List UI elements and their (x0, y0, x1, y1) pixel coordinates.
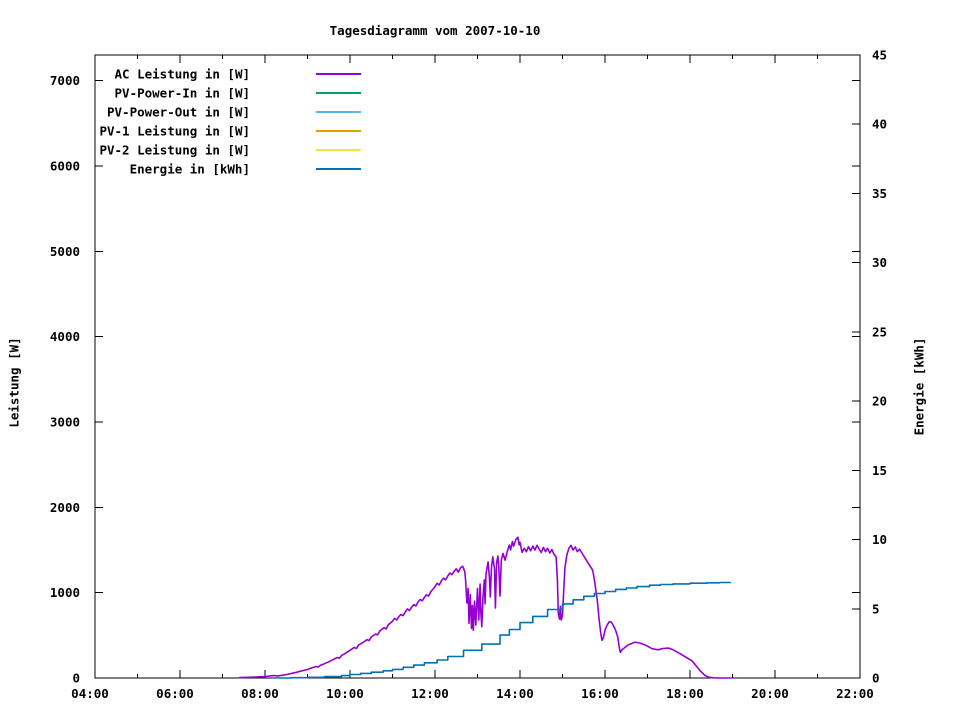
legend-label: AC Leistung in [W] (115, 67, 250, 82)
legend-item: AC Leistung in [W] (115, 67, 361, 82)
y-right-tick-label: 30 (872, 255, 887, 270)
y-left-tick-label: 4000 (50, 329, 80, 344)
x-tick-label: 08:00 (241, 686, 279, 701)
y-left-tick-label: 1000 (50, 585, 80, 600)
y-left-tick-label: 0 (72, 671, 80, 686)
y-right-tick-label: 35 (872, 186, 887, 201)
y-right-tick-label: 20 (872, 394, 887, 409)
legend-item: PV-Power-Out in [W] (107, 105, 361, 120)
y-right-tick-label: 45 (872, 48, 887, 63)
legend: AC Leistung in [W] PV-Power-In in [W] PV-P… (99, 67, 361, 177)
x-tick-label: 10:00 (326, 686, 364, 701)
y-left-ticks: 0 1000 2000 3000 4000 5000 6000 7000 (50, 73, 860, 686)
chart-title: Tagesdiagramm vom 2007-10-10 (329, 23, 541, 38)
legend-label: Energie in [kWh] (130, 162, 250, 177)
legend-item: PV-Power-In in [W] (115, 86, 361, 101)
legend-label: PV-2 Leistung in [W] (99, 143, 250, 158)
y-left-tick-label: 2000 (50, 500, 80, 515)
x-tick-label: 20:00 (751, 686, 789, 701)
y-right-ticks: 0 5 10 15 20 25 30 35 40 45 (852, 48, 887, 686)
x-tick-label: 04:00 (71, 686, 109, 701)
y-right-tick-label: 5 (872, 601, 880, 616)
y-left-tick-label: 3000 (50, 414, 80, 429)
y-left-tick-label: 5000 (50, 244, 80, 259)
legend-item: PV-2 Leistung in [W] (99, 143, 361, 158)
y-right-tick-label: 0 (872, 671, 880, 686)
x-tick-label: 14:00 (496, 686, 534, 701)
y-right-tick-label: 40 (872, 117, 887, 132)
x-tick-label: 12:00 (411, 686, 449, 701)
legend-item: Energie in [kWh] (130, 162, 361, 177)
legend-label: PV-Power-Out in [W] (107, 105, 250, 120)
x-tick-label: 22:00 (836, 686, 874, 701)
y-left-tick-label: 7000 (50, 73, 80, 88)
legend-item: PV-1 Leistung in [W] (99, 124, 361, 139)
y-right-tick-label: 10 (872, 532, 887, 547)
legend-label: PV-1 Leistung in [W] (99, 124, 250, 139)
x-axis-ticks: 04:00 06:00 08:00 10:00 12:00 14:00 16:00 18:00… (71, 55, 874, 701)
series-energie-in-kwh (272, 581, 732, 679)
y-left-tick-label: 6000 (50, 158, 80, 173)
series-ac-leistung-in-w (238, 536, 732, 679)
x-tick-label: 16:00 (581, 686, 619, 701)
y-right-tick-label: 25 (872, 324, 887, 339)
x-tick-label: 18:00 (666, 686, 704, 701)
legend-label: PV-Power-In in [W] (115, 86, 250, 101)
x-tick-label: 06:00 (156, 686, 194, 701)
y-right-tick-label: 15 (872, 463, 887, 478)
